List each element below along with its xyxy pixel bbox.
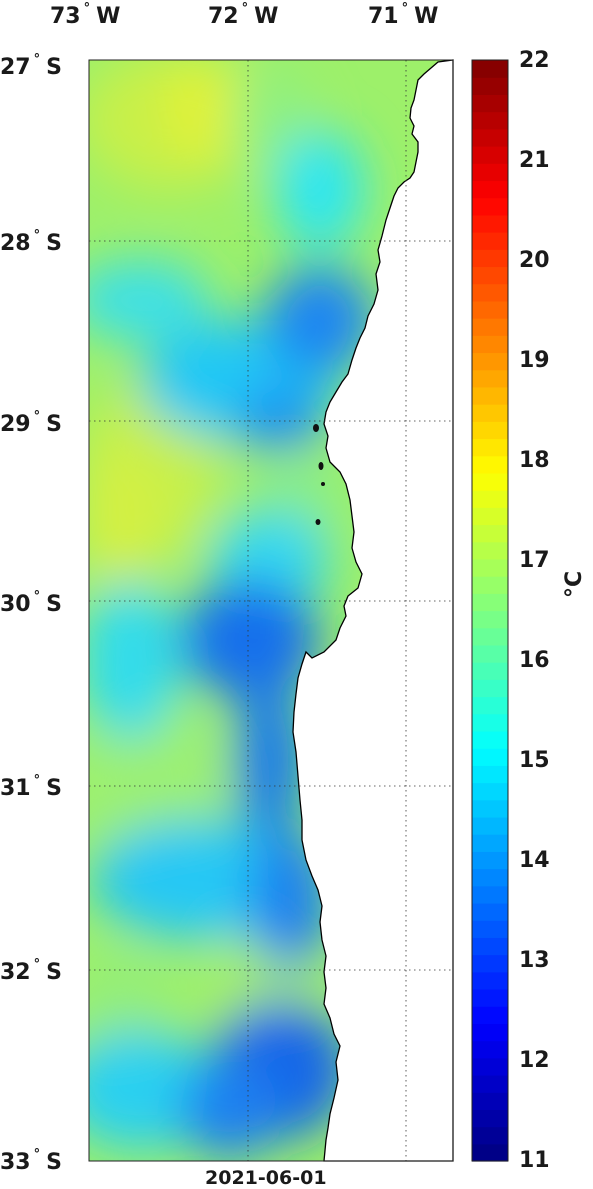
colorbar-frame: [471, 59, 509, 1162]
colorbar-segment: [472, 1006, 508, 1024]
colorbar-segment: [472, 438, 508, 457]
colorbar-segment: [472, 851, 508, 870]
colorbar-segment: [472, 558, 508, 577]
colorbar-segment: [472, 1023, 508, 1042]
colorbar-segment: [472, 214, 508, 233]
colorbar-segment: [472, 1057, 508, 1076]
map-date-label: 2021-06-01: [205, 1167, 327, 1189]
colorbar-segment: [472, 386, 508, 405]
colorbar-segment: [472, 902, 508, 921]
latitude-label-30s: 30 ° S: [0, 589, 62, 617]
colorbar-segment: [472, 1040, 508, 1059]
colorbar-segment: [472, 1092, 508, 1110]
colorbar-segment: [472, 94, 508, 113]
land-mask: [292, 59, 454, 1162]
colorbar-segment: [472, 60, 508, 78]
graticule: [89, 60, 453, 1161]
colorbar-segment: [472, 662, 508, 680]
latitude-label-32s: 32 ° S: [0, 957, 62, 985]
colorbar-segment: [472, 369, 508, 388]
colorbar-segment: [472, 455, 508, 474]
colorbar-segment: [472, 163, 508, 182]
colorbar-segment: [472, 490, 508, 508]
colorbar-unit-label: °C: [562, 570, 587, 598]
colorbar: [472, 60, 508, 1162]
colorbar-segment: [472, 524, 508, 543]
colorbar-segment: [472, 610, 508, 629]
colorbar-tick: 12: [519, 1048, 550, 1073]
latitude-label-33s: 33 ° S: [0, 1147, 62, 1175]
colorbar-tick: 14: [519, 848, 550, 873]
latitude-label-28s: 28 ° S: [0, 228, 62, 256]
colorbar-segment: [472, 128, 508, 147]
colorbar-segment: [472, 352, 508, 371]
colorbar-segment: [472, 77, 508, 96]
colorbar-segment: [472, 421, 508, 440]
colorbar-segment: [472, 644, 508, 663]
colorbar-segment: [472, 146, 508, 164]
colorbar-segment: [472, 971, 508, 990]
colorbar-segment: [472, 335, 508, 354]
colorbar-segment: [472, 679, 508, 698]
colorbar-segment: [472, 799, 508, 818]
colorbar-tick: 13: [519, 948, 550, 973]
colorbar-segment: [472, 404, 508, 422]
latitude-label-29s: 29 ° S: [0, 409, 62, 437]
colorbar-segment: [472, 696, 508, 715]
colorbar-tick: 21: [519, 148, 550, 173]
longitude-label-71w: 71 ° W: [368, 1, 439, 29]
colorbar-tick: 22: [519, 48, 550, 73]
colorbar-tick: 18: [519, 448, 550, 473]
colorbar-tick: 20: [519, 248, 550, 273]
colorbar-segment: [472, 816, 508, 835]
colorbar-segment: [472, 885, 508, 904]
colorbar-segment: [472, 1074, 508, 1093]
colorbar-segment: [472, 232, 508, 250]
colorbar-segment: [472, 111, 508, 130]
colorbar-segment: [472, 1126, 508, 1145]
colorbar-segment: [472, 541, 508, 560]
colorbar-segment: [472, 249, 508, 268]
colorbar-tick: 19: [519, 348, 550, 373]
colorbar-tick: 16: [519, 648, 550, 673]
colorbar-segment: [472, 748, 508, 766]
latitude-label-27s: 27 ° S: [0, 52, 62, 80]
colorbar-segment: [472, 1143, 508, 1162]
colorbar-segment: [472, 834, 508, 852]
colorbar-segment: [472, 868, 508, 887]
colorbar-tick: 15: [519, 748, 550, 773]
colorbar-segment: [472, 937, 508, 956]
colorbar-segment: [472, 266, 508, 285]
colorbar-segment: [472, 180, 508, 199]
coastal-islets: [313, 424, 325, 525]
latitude-label-31s: 31 ° S: [0, 773, 62, 801]
longitude-label-73w: 73 ° W: [50, 1, 121, 29]
colorbar-segment: [472, 765, 508, 784]
colorbar-segment: [472, 197, 508, 216]
longitude-label-72w: 72 ° W: [208, 1, 279, 29]
colorbar-tick: 17: [519, 548, 550, 573]
colorbar-segment: [472, 627, 508, 646]
colorbar-segment: [472, 988, 508, 1007]
colorbar-segment: [472, 1109, 508, 1128]
colorbar-segment: [472, 507, 508, 526]
colorbar-segment: [472, 730, 508, 749]
colorbar-segment: [472, 283, 508, 302]
colorbar-segment: [472, 782, 508, 801]
colorbar-segment: [472, 954, 508, 973]
map-frame: [88, 59, 454, 1162]
colorbar-tick: 11: [519, 1148, 550, 1173]
colorbar-segment: [472, 318, 508, 336]
colorbar-segment: [472, 472, 508, 491]
colorbar-segment: [472, 576, 508, 594]
colorbar-segment: [472, 300, 508, 319]
colorbar-segment: [472, 593, 508, 612]
colorbar-segment: [472, 713, 508, 732]
colorbar-segment: [472, 920, 508, 938]
